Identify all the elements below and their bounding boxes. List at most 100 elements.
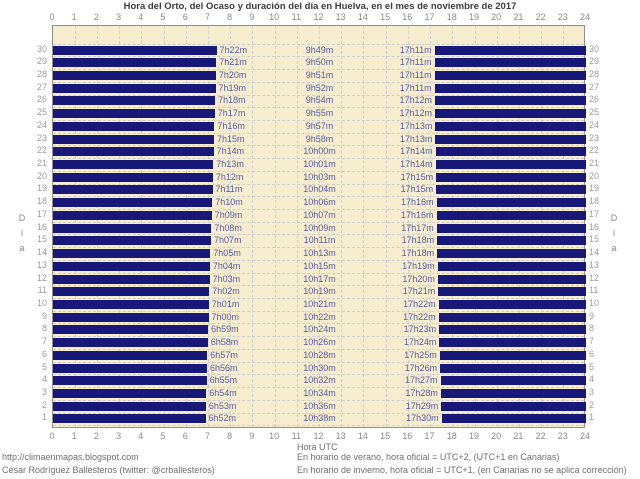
day-number-left: 18 <box>36 196 47 207</box>
day-number-right: 29 <box>589 56 600 67</box>
night-bar-after-sunset <box>434 83 586 93</box>
hour-tick-bottom: 12 <box>313 431 324 441</box>
hour-tick-top: 6 <box>182 12 188 22</box>
day-duration-label: 9h58m <box>305 133 334 144</box>
hour-tick-bottom: 21 <box>513 431 524 441</box>
sunrise-time-label: 7h13m <box>216 159 244 169</box>
day-duration-label: 10h07m <box>303 209 336 220</box>
hour-tick-top: 18 <box>446 12 457 22</box>
hour-tick-bottom: 11 <box>291 431 301 441</box>
day-gridline <box>53 234 584 236</box>
night-bar-before-sunrise <box>53 70 216 80</box>
sunrise-time-label: 7h04m <box>212 260 241 271</box>
day-number-right: 4 <box>589 374 595 385</box>
day-duration-label: 10h03m <box>303 171 336 182</box>
night-bar-before-sunrise <box>53 160 214 169</box>
hour-tick-top: 9 <box>249 12 255 22</box>
night-bar-before-sunrise <box>53 185 213 195</box>
day-number-right: 23 <box>589 132 600 143</box>
night-bar-before-sunrise <box>53 198 213 208</box>
sunset-time-label: 17h25m <box>404 349 437 360</box>
night-bar-before-sunrise <box>53 45 217 55</box>
day-gridline <box>53 69 584 70</box>
sunset-time-label: 17h16m <box>400 209 434 220</box>
day-number-left: 22 <box>36 145 47 156</box>
day-gridline <box>53 247 584 249</box>
day-number-left: 3 <box>41 386 47 397</box>
sunrise-time-label: 6h57m <box>210 349 238 360</box>
hour-tick-bottom: 7 <box>204 431 210 441</box>
night-bar-before-sunrise <box>53 223 212 233</box>
hour-tick-top: 7 <box>204 12 210 22</box>
day-number-left: 17 <box>36 208 47 219</box>
night-bar-after-sunset <box>440 363 586 373</box>
day-number-right: 5 <box>589 361 595 372</box>
hour-tick-bottom: 4 <box>138 431 144 441</box>
hour-tick-top: 10 <box>269 12 280 22</box>
hour-tick-bottom: 16 <box>402 431 413 441</box>
day-duration-label: 9h55m <box>305 108 334 119</box>
hour-tick-top: 5 <box>160 12 166 22</box>
day-number-left: 30 <box>36 43 47 54</box>
night-bar-after-sunset <box>435 134 586 144</box>
hour-tick-top: 20 <box>491 12 502 22</box>
sunset-time-label: 17h14m <box>400 146 433 157</box>
day-duration-label: 10h32m <box>303 375 336 386</box>
day-duration-label: 10h24m <box>303 324 336 335</box>
sunset-time-label: 17h30m <box>406 413 439 424</box>
sunset-time-label: 17h23m <box>403 324 437 335</box>
sunrise-time-label: 7h10m <box>215 197 243 208</box>
hour-tick-top: 11 <box>291 12 301 22</box>
day-duration-label: 10h09m <box>303 222 336 233</box>
sunset-time-label: 17h29m <box>405 400 439 411</box>
hour-tick-bottom: 17 <box>424 431 435 441</box>
chart-title: Hora del Orto, del Ocaso y duración del … <box>123 1 517 12</box>
hour-tick-bottom: 8 <box>227 431 233 441</box>
night-bar-before-sunrise <box>53 121 215 131</box>
day-gridline <box>53 107 584 109</box>
sunset-time-label: 17h26m <box>404 362 438 373</box>
hour-tick-top: 16 <box>402 12 413 22</box>
night-bar-after-sunset <box>434 70 586 80</box>
day-number-left: 20 <box>36 170 47 181</box>
day-number-left: 28 <box>36 68 47 79</box>
day-gridline <box>53 94 584 96</box>
day-number-left: 6 <box>41 348 47 359</box>
sunset-time-label: 17h13m <box>399 133 433 144</box>
hour-tick-bottom: 15 <box>380 431 391 441</box>
sunrise-time-label: 7h08m <box>214 222 242 233</box>
day-duration-label: 10h21m <box>303 298 336 309</box>
sunrise-time-label: 7h00m <box>211 311 240 322</box>
day-number-left: 12 <box>36 272 47 283</box>
sunrise-time-label: 6h56m <box>210 362 238 373</box>
day-number-right: 12 <box>589 272 600 283</box>
day-number-left: 19 <box>36 183 47 194</box>
night-bar-after-sunset <box>437 261 586 271</box>
day-duration-label: 10h19m <box>303 286 336 297</box>
day-number-left: 29 <box>36 56 47 67</box>
night-bar-after-sunset <box>440 388 586 398</box>
hour-tick-top: 12 <box>313 12 324 22</box>
sunset-time-label: 17h15m <box>400 184 434 195</box>
sunrise-time-label: 7h21m <box>219 57 247 68</box>
hour-tick-bottom: 20 <box>491 431 502 441</box>
night-bar-after-sunset <box>441 414 586 424</box>
sunrise-time-label: 6h52m <box>208 413 237 424</box>
y-axis-label-char: í <box>612 228 616 238</box>
night-bar-before-sunrise <box>53 350 208 360</box>
sunrise-time-label: 7h19m <box>218 82 247 93</box>
hour-tick-top: 8 <box>227 12 233 22</box>
day-duration-label: 9h57m <box>305 120 334 131</box>
day-gridline <box>53 56 584 58</box>
day-number-right: 19 <box>589 183 600 194</box>
day-duration-label: 10h17m <box>303 273 336 284</box>
sunrise-time-label: 6h55m <box>209 375 238 386</box>
day-gridline <box>53 285 584 287</box>
night-bar-after-sunset <box>439 350 586 360</box>
sunset-time-label: 17h11m <box>399 57 432 68</box>
sunset-time-label: 17h16m <box>400 197 434 208</box>
night-bar-after-sunset <box>436 172 586 182</box>
day-number-right: 13 <box>589 259 600 270</box>
day-gridline <box>53 43 584 45</box>
day-number-left: 1 <box>41 412 47 423</box>
